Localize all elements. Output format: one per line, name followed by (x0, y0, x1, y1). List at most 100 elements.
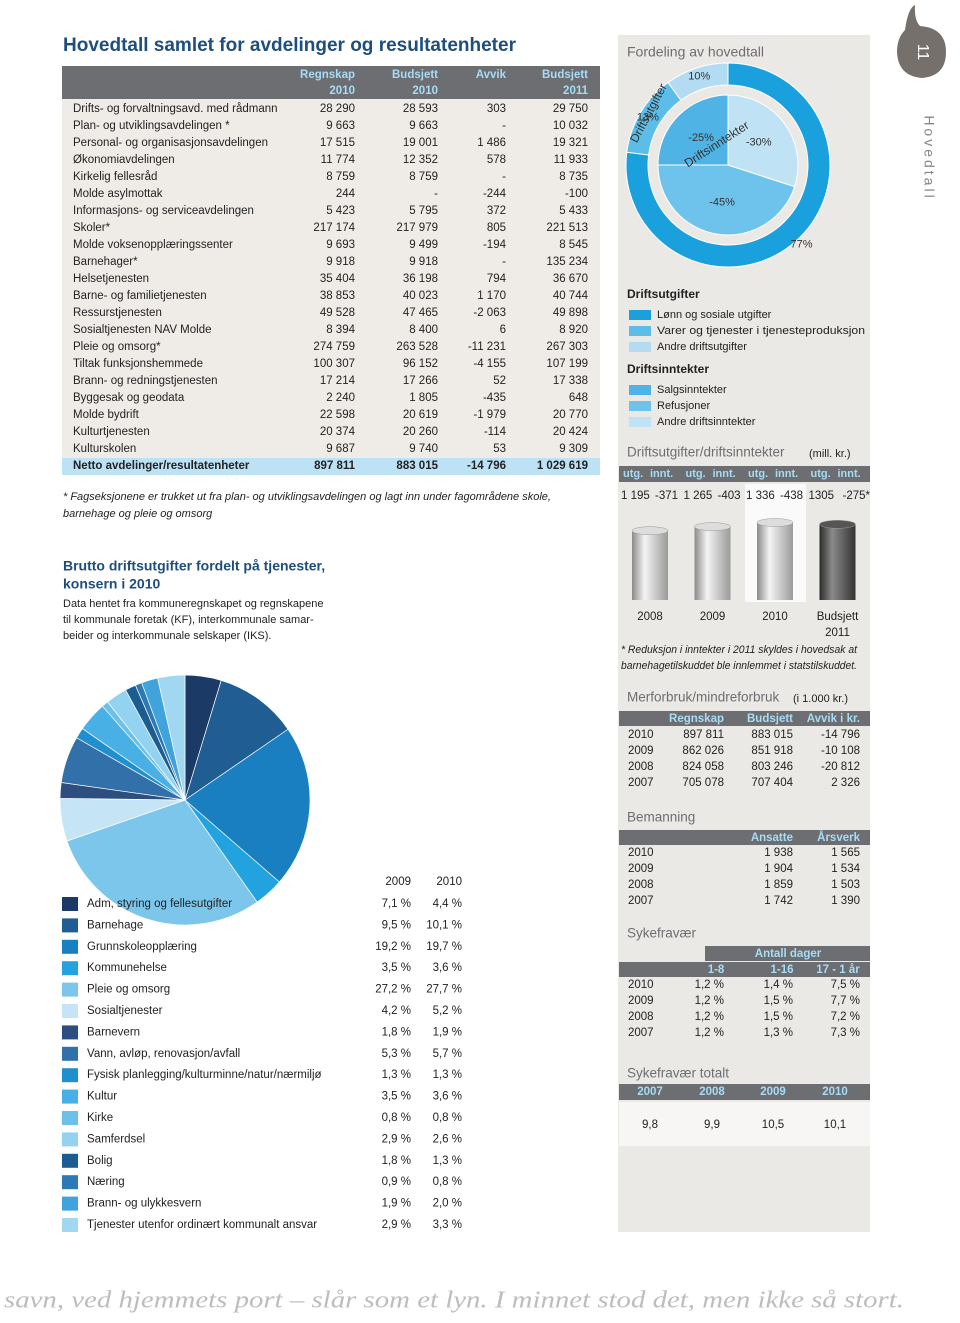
table-cell: 705 078 (682, 777, 724, 789)
legend-label: Tjenester utenfor ordinært kommunalt ans… (87, 1219, 317, 1231)
table-cell: 47 465 (403, 307, 438, 319)
table-cell: 805 (487, 222, 506, 234)
table-cell: 7,3 % (831, 1027, 860, 1039)
value-2009: 1,8 % (382, 1155, 411, 1167)
table-cell: 22 598 (320, 409, 355, 421)
table-cell: 8 394 (326, 324, 355, 336)
column-header: innt. (713, 468, 736, 480)
table-cell: 221 513 (546, 222, 588, 234)
period-label: 2011 (825, 627, 850, 639)
period-label: 2008 (637, 611, 663, 623)
table-cell: 1,2 % (695, 979, 724, 991)
row-label: Skoler* (73, 222, 111, 234)
table-cell: 897 811 (683, 729, 724, 741)
column-header: 2010 (412, 85, 438, 97)
legend-swatch (62, 1153, 78, 1168)
row-label: 2009 (628, 745, 654, 757)
legend-swatch (62, 1089, 78, 1104)
cylinder (757, 522, 793, 600)
table-cell: 1 390 (831, 895, 860, 907)
legend-swatch (62, 1111, 78, 1125)
description: til kommunale foretak (KF), interkommuna… (63, 614, 314, 626)
expense-value: 1 195 (621, 490, 650, 502)
column-header: utg. (748, 468, 768, 480)
column-header: utg. (623, 468, 643, 480)
table-cell: 372 (487, 205, 506, 217)
legend-title: Driftsinntekter (627, 362, 709, 376)
table-cell: 20 770 (553, 409, 588, 421)
share-label: 10% (688, 70, 710, 82)
income-value: -371 (655, 490, 678, 502)
table-cell: -194 (483, 239, 507, 251)
value-2009: 1,3 % (382, 1069, 411, 1081)
section-label: Hovedtall (921, 115, 937, 200)
value-row (619, 1102, 870, 1146)
description: beider og interkommunale selskaper (IKS)… (63, 630, 271, 642)
value-2009: 0,9 % (382, 1176, 411, 1188)
description: Data hentet fra kommuneregnskapet og reg… (63, 598, 324, 610)
cylinder-top (756, 518, 794, 527)
legend-swatch (62, 1196, 78, 1211)
period-label: 2010 (762, 611, 788, 623)
column-header: Avvik (476, 69, 507, 81)
row-label: Pleie og omsorg* (73, 341, 161, 353)
section-title: Merforbruk/mindreforbruk (627, 690, 780, 705)
table-header (619, 1084, 870, 1100)
table-cell: 263 528 (396, 341, 438, 353)
row-label: Molde voksenopplæringssenter (73, 239, 233, 251)
value-2009: 5,3 % (382, 1048, 411, 1060)
table-cell: 862 026 (682, 745, 724, 757)
ring-slice (667, 62, 729, 101)
table-cell: 2 240 (326, 392, 355, 404)
section-title: konsern i 2010 (63, 576, 160, 592)
legend-label: Lønn og sosiale utgifter (657, 309, 772, 321)
table-cell: -1 979 (473, 409, 506, 421)
section-title: Driftsutgifter/driftsinntekter (627, 445, 785, 460)
table-cell: 217 979 (396, 222, 438, 234)
table-cell: 217 174 (313, 222, 355, 234)
value-2010: 1,3 % (433, 1069, 462, 1081)
value-2010: 0,8 % (433, 1176, 462, 1188)
table-cell: 12 352 (403, 154, 438, 166)
legend-label: Barnevern (87, 1026, 140, 1038)
table-cell: 9 309 (559, 443, 588, 455)
table-header (619, 830, 870, 845)
value-2009: 1,8 % (382, 1026, 411, 1038)
table-cell: 1,5 % (764, 995, 793, 1007)
table-cell: 7,5 % (831, 979, 860, 991)
table-cell: 9 918 (326, 256, 355, 268)
total-cell: 897 811 (314, 460, 356, 472)
legend-swatch (62, 1175, 78, 1190)
table-cell: 9 740 (409, 443, 438, 455)
table-cell: 8 759 (326, 171, 355, 183)
total-cell: 1 029 619 (537, 460, 588, 472)
year-header: 2010 (822, 1086, 848, 1098)
legend-swatch (62, 897, 78, 911)
table-cell: 38 853 (320, 290, 355, 302)
table-cell: 7,2 % (831, 1011, 860, 1023)
legend-swatch (62, 918, 78, 933)
table-cell: 100 307 (313, 358, 355, 370)
row-label: Økonomiavdelingen (73, 154, 175, 166)
row-label: 2007 (628, 1027, 654, 1039)
value-2010: 1,9 % (433, 1026, 462, 1038)
row-label: 2010 (628, 847, 654, 859)
row-label: Kulturskolen (73, 443, 136, 455)
balance-header (619, 466, 870, 482)
table-cell: 8 920 (559, 324, 588, 336)
value-2010: 3,3 % (433, 1219, 462, 1231)
pie-slice (66, 799, 258, 926)
table-cell: 303 (487, 103, 506, 115)
table-cell: 135 234 (546, 256, 588, 268)
value-2010: 0,8 % (433, 1112, 462, 1124)
legend-swatch (629, 326, 651, 336)
table-cell: 1 534 (831, 863, 860, 875)
row-label: Personal- og organisasjonsavdelingen (73, 137, 268, 149)
legend-label: Kirke (87, 1112, 113, 1124)
table-cell: 1 742 (764, 895, 793, 907)
legend-label: Sosialtjenester (87, 1005, 163, 1017)
row-label: Plan- og utviklingsavdelingen * (73, 120, 230, 132)
value-2009: 27,2 % (375, 984, 411, 996)
table-cell: 29 750 (553, 103, 588, 115)
